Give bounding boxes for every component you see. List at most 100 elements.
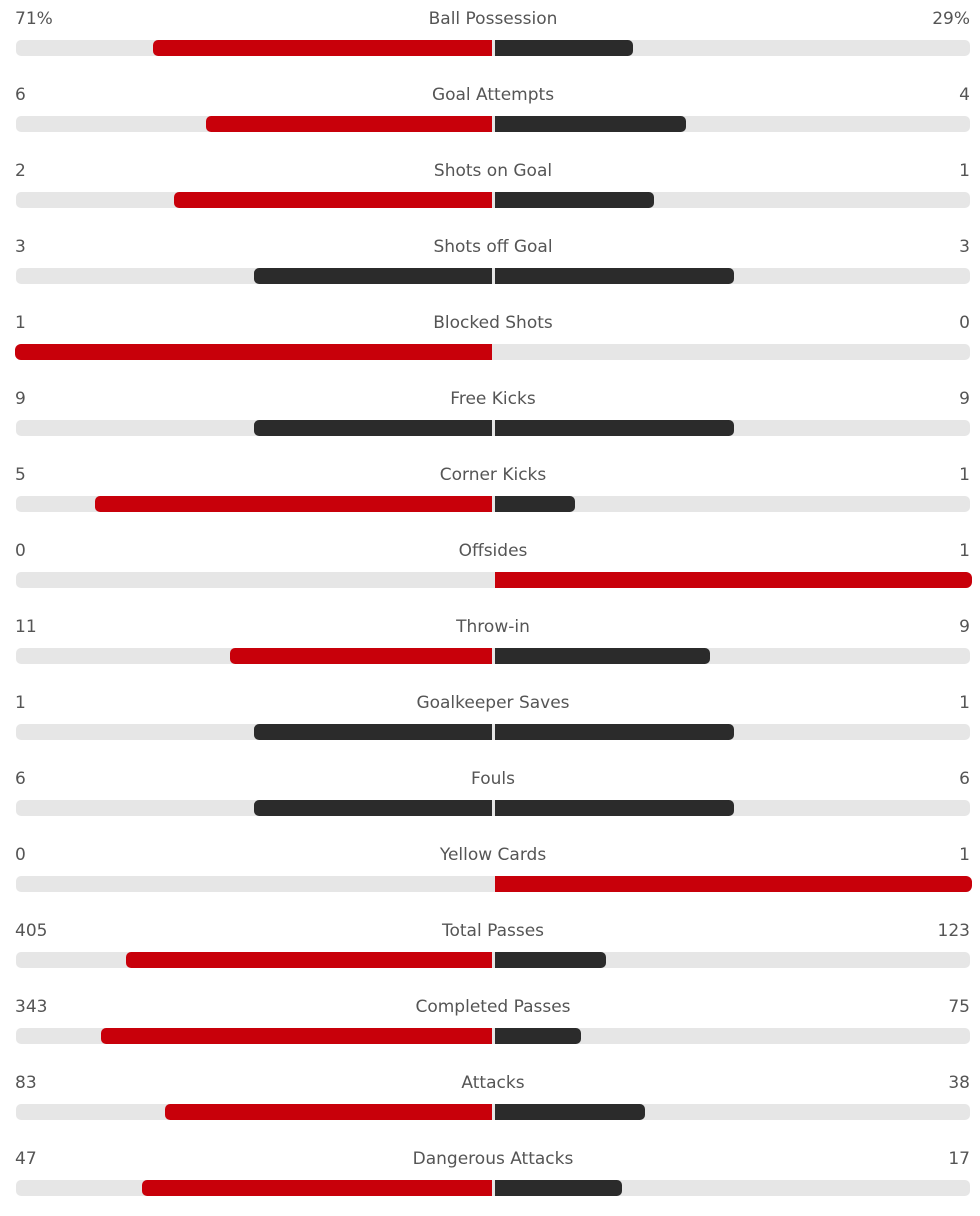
away-bar [495,648,710,664]
away-bar [495,1104,645,1120]
away-bar [495,1028,581,1044]
stat-bar-track [16,1180,970,1196]
stat-row: 343 Completed Passes 75 [0,988,980,1064]
stat-label: Total Passes [441,921,545,941]
home-bar [100,1028,492,1044]
stat-row: 1 Goalkeeper Saves 1 [0,684,980,760]
home-value: 71% [15,9,53,29]
home-value: 11 [15,617,37,637]
stat-bar-track [16,876,972,892]
away-value: 123 [937,921,970,941]
away-value: 1 [959,541,970,561]
stat-bar-track [16,192,970,208]
stat-bar-track [16,420,970,436]
stat-label: Corner Kicks [439,465,547,485]
stat-bar-track [16,1104,970,1120]
away-value: 0 [959,313,970,333]
away-value: 9 [959,389,970,409]
stat-bar-track [16,116,970,132]
away-bar [495,876,972,892]
away-value: 17 [948,1149,970,1169]
home-value: 9 [15,389,26,409]
away-value: 1 [959,161,970,181]
away-value: 29% [932,9,970,29]
home-value: 3 [15,237,26,257]
home-bar [153,40,492,56]
stat-bar-track [16,1028,970,1044]
away-bar [495,496,575,512]
home-bar [205,116,492,132]
home-bar [164,1104,492,1120]
away-bar [495,420,734,436]
away-value: 38 [948,1073,970,1093]
stat-bar-track [16,952,970,968]
home-value: 6 [15,85,26,105]
home-value: 2 [15,161,26,181]
home-value: 1 [15,693,26,713]
stat-row: 1 Blocked Shots 0 [0,304,980,380]
home-bar [229,648,492,664]
stat-label: Goal Attempts [431,85,555,105]
away-value: 9 [959,617,970,637]
stat-row: 6 Goal Attempts 4 [0,76,980,152]
stat-bar-track [16,800,970,816]
home-value: 5 [15,465,26,485]
away-value: 4 [959,85,970,105]
stat-row: 0 Offsides 1 [0,532,980,608]
stat-row: 405 Total Passes 123 [0,912,980,988]
stat-bar-track [16,648,970,664]
away-value: 1 [959,693,970,713]
away-bar [495,1180,622,1196]
stat-row: 5 Corner Kicks 1 [0,456,980,532]
home-value: 6 [15,769,26,789]
home-bar [253,420,492,436]
stat-bar-track [16,724,970,740]
stat-row: 9 Free Kicks 9 [0,380,980,456]
stat-label: Shots on Goal [433,161,553,181]
away-bar [495,572,972,588]
home-bar [141,1180,492,1196]
stat-label: Throw-in [456,617,530,637]
stat-label: Yellow Cards [439,845,547,865]
stat-bar-track [16,572,972,588]
away-bar [495,268,734,284]
home-bar [174,192,492,208]
stat-label: Goalkeeper Saves [416,693,570,713]
stat-bar-track [16,40,970,56]
away-bar [495,40,634,56]
home-value: 343 [15,997,48,1017]
stat-row: 47 Dangerous Attacks 17 [0,1140,980,1216]
stat-row: 3 Shots off Goal 3 [0,228,980,304]
away-value: 3 [959,237,970,257]
stat-bar-track [15,344,970,360]
stat-row: 0 Yellow Cards 1 [0,836,980,912]
home-value: 0 [15,541,26,561]
stat-row: 2 Shots on Goal 1 [0,152,980,228]
away-value: 75 [948,997,970,1017]
stat-label: Completed Passes [415,997,571,1017]
away-bar [495,952,607,968]
home-bar [94,496,492,512]
stat-label: Fouls [471,769,515,789]
away-bar [495,116,686,132]
home-value: 47 [15,1149,37,1169]
stat-label: Offsides [458,541,528,561]
stat-row: 71% Ball Possession 29% [0,0,980,76]
home-bar [253,800,492,816]
stat-row: 83 Attacks 38 [0,1064,980,1140]
stat-label: Free Kicks [450,389,536,409]
home-bar [15,344,492,360]
stat-label: Dangerous Attacks [412,1149,574,1169]
stat-label: Shots off Goal [433,237,553,257]
home-value: 1 [15,313,26,333]
away-bar [495,192,654,208]
away-bar [495,724,734,740]
stat-bar-track [16,268,970,284]
away-value: 1 [959,465,970,485]
stat-label: Ball Possession [428,9,558,29]
home-value: 0 [15,845,26,865]
stat-bar-track [16,496,970,512]
home-bar [253,268,492,284]
away-value: 1 [959,845,970,865]
stat-label: Attacks [461,1073,525,1093]
